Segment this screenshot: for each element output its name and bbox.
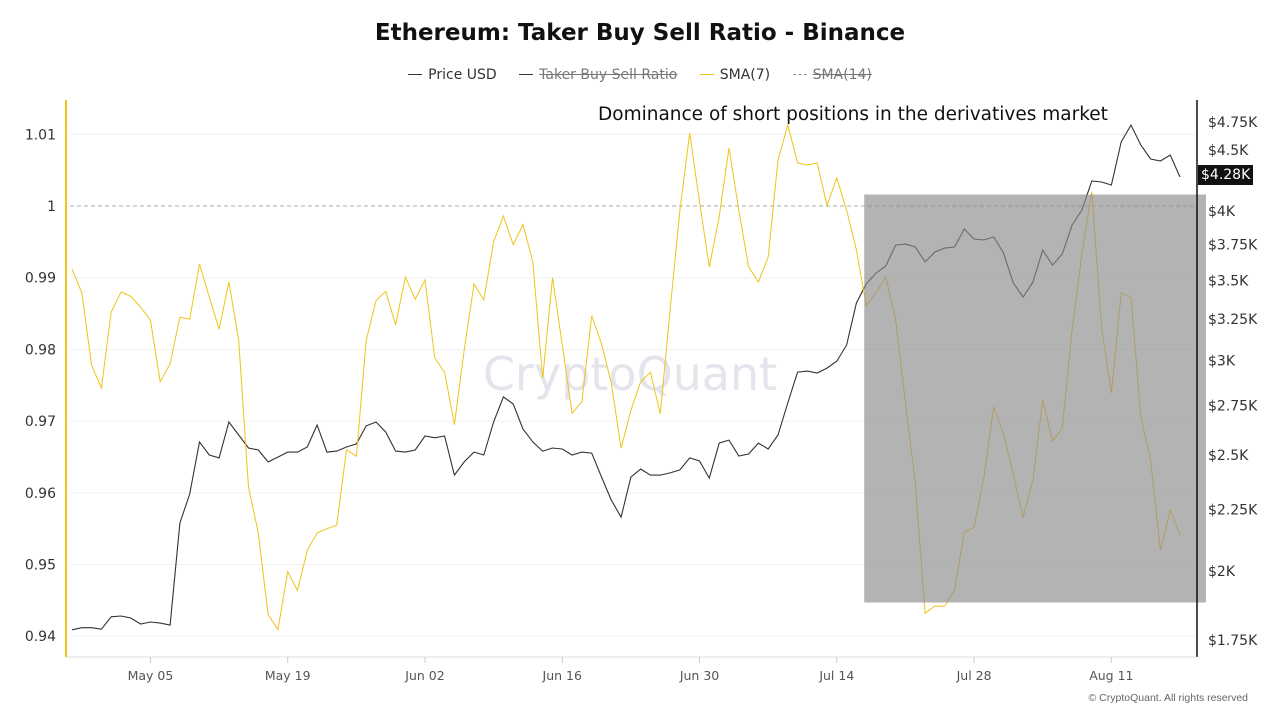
legend-swatch (408, 74, 423, 75)
left-tick-label: 0.98 (25, 342, 56, 358)
legend-item-taker-buy-sell-ratio[interactable]: Taker Buy Sell Ratio (519, 67, 677, 83)
x-tick-label: Jul 28 (956, 668, 992, 683)
left-axis-ticks: 1.01 1 0.99 0.98 0.97 0.96 0.95 0.94 (25, 127, 56, 645)
legend: Price USD Taker Buy Sell Ratio SMA(7) SM… (0, 63, 1280, 83)
right-tick-label: $2.5K (1208, 448, 1249, 464)
right-tick-label: $2.25K (1208, 503, 1258, 519)
highlight-region (864, 194, 1206, 603)
right-tick-label: $4.75K (1208, 115, 1258, 131)
gridlines (70, 133, 1196, 637)
last-price-label: $4.28K (1198, 165, 1254, 185)
right-tick-label: $2K (1208, 564, 1236, 580)
x-axis-ticks: May 05 May 19 Jun 02 Jun 16 Jun 30 Jul 14 Jul … (128, 657, 1134, 683)
right-tick-label: $3.5K (1208, 273, 1249, 289)
watermark: CryptoQuant (483, 347, 777, 401)
right-tick-label: $1.75K (1208, 633, 1258, 649)
x-tick-label: May 05 (128, 668, 174, 683)
copyright: © CryptoQuant. All rights reserved (1088, 692, 1248, 704)
x-tick-label: May 19 (265, 668, 311, 683)
x-tick-label: Jun 30 (679, 668, 719, 683)
right-tick-label: $4.5K (1208, 143, 1249, 159)
legend-item-sma7[interactable]: SMA(7) (699, 67, 770, 83)
left-tick-label: 0.95 (25, 558, 56, 574)
legend-item-sma14[interactable]: SMA(14) (792, 67, 872, 83)
right-tick-label: $3K (1208, 353, 1236, 369)
left-tick-label: 0.99 (25, 271, 56, 287)
legend-swatch (699, 74, 714, 75)
left-tick-label: 1.01 (25, 127, 56, 143)
legend-swatch (519, 74, 534, 75)
annotation: Dominance of short positions in the deri… (598, 104, 1108, 125)
left-tick-label: 0.97 (25, 414, 56, 430)
left-tick-label: 0.94 (25, 629, 56, 645)
right-tick-label: $2.75K (1208, 399, 1258, 415)
right-tick-label: $3.75K (1208, 238, 1258, 254)
chart-title: Ethereum: Taker Buy Sell Ratio - Binance (374, 20, 906, 46)
x-tick-label: Aug 11 (1089, 668, 1133, 683)
legend-item-price-usd[interactable]: Price USD (408, 67, 497, 83)
right-tick-label: $4K (1208, 204, 1236, 220)
right-axis-ticks: $4.75K $4.5K $4K $3.75K $3.5K $3.25K $3K $2.75K… (1208, 115, 1258, 649)
left-tick-label: 0.96 (25, 486, 56, 502)
right-tick-label: $3.25K (1208, 312, 1258, 328)
x-tick-label: Jun 02 (404, 668, 444, 683)
legend-swatch (792, 74, 807, 75)
x-tick-label: Jul 14 (818, 668, 854, 683)
x-tick-label: Jun 16 (542, 668, 582, 683)
left-tick-label: 1 (47, 199, 56, 215)
